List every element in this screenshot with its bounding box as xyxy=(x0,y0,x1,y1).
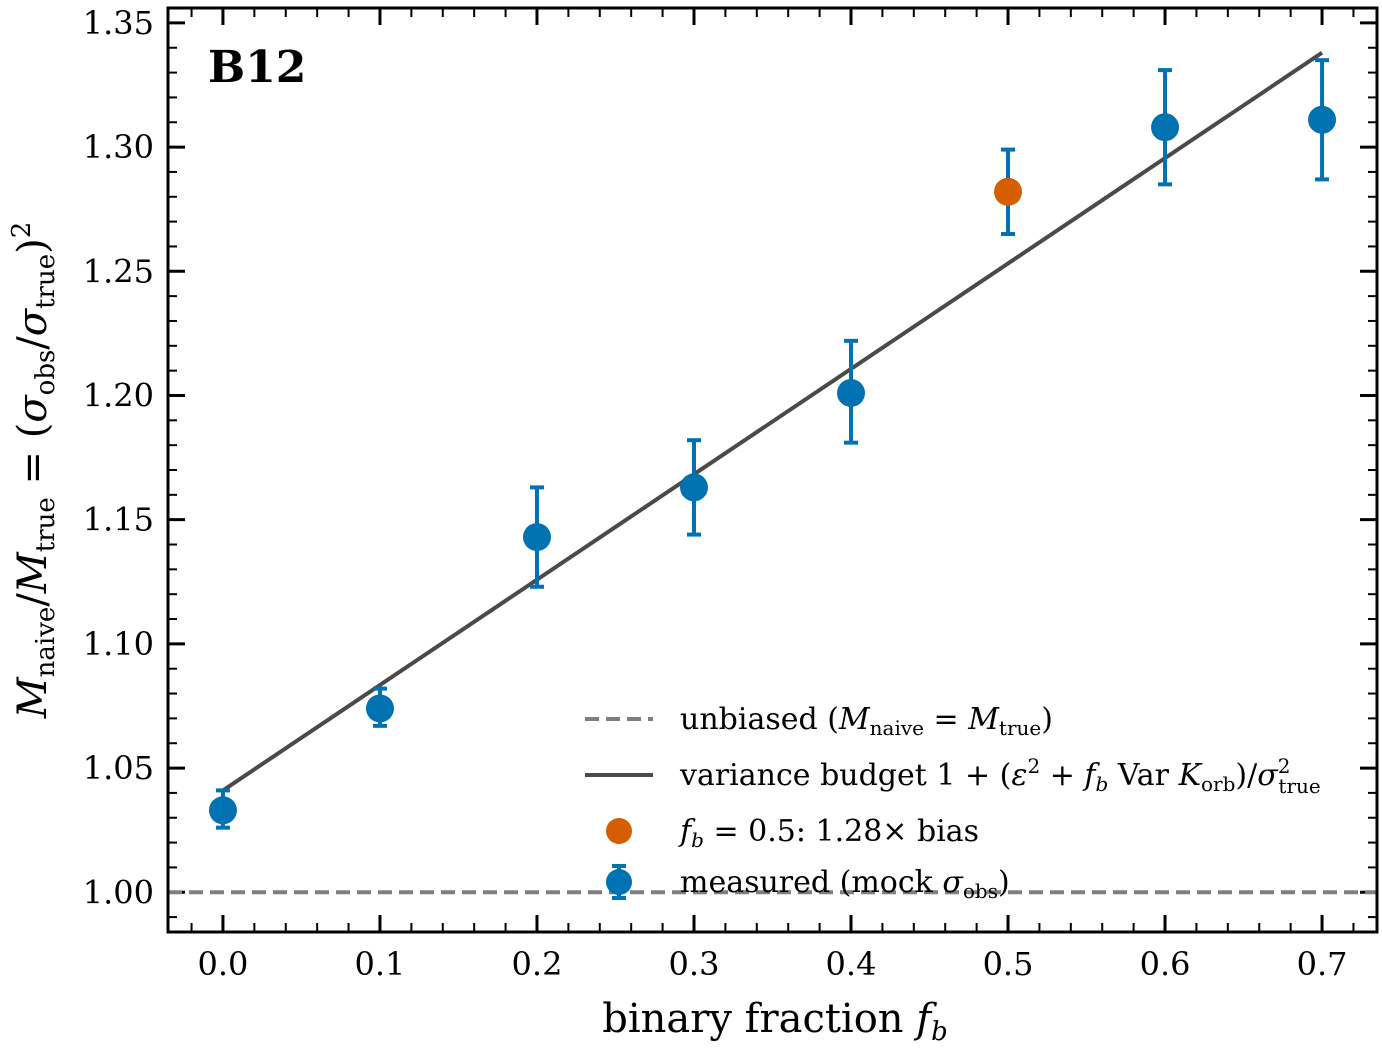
y-title-close: ) xyxy=(10,238,56,254)
x-tick-label: 0.2 xyxy=(512,945,563,983)
legend-budget-slash: )/ xyxy=(1235,758,1258,793)
legend-entry-budget: variance budget 1 + (ε2 + fb Var Korb)/σ… xyxy=(585,754,1321,798)
y-tick-label: 1.10 xyxy=(83,625,154,663)
y-title-sup: 2 xyxy=(7,222,37,239)
y-title-sig2: σ xyxy=(10,307,56,336)
legend-label-unbiased: unbiased (Mnaive = Mtrue) xyxy=(680,702,1053,740)
plot-background xyxy=(168,8,1377,932)
x-tick-label: 0.3 xyxy=(669,945,720,983)
legend-label-highlight: fb = 0.5: 1.28× bias xyxy=(678,814,979,852)
legend-budget-sig: σ xyxy=(1257,758,1279,793)
legend-unbiased-s2: true xyxy=(999,716,1041,740)
y-tick-label: 1.25 xyxy=(83,252,154,290)
measured-point xyxy=(208,796,237,825)
x-tick-label: 0.1 xyxy=(355,945,406,983)
legend-unbiased-m1: M xyxy=(838,702,871,737)
y-tick-label: 1.15 xyxy=(83,501,154,539)
x-tick-label: 0.5 xyxy=(983,945,1034,983)
legend-highlight-rest: = 0.5: 1.28× bias xyxy=(704,814,979,849)
measured-point-group xyxy=(365,686,394,728)
measured-point xyxy=(365,694,394,723)
legend-swatch-measured xyxy=(606,869,632,895)
legend: unbiased (Mnaive = Mtrue) variance budge… xyxy=(585,702,1321,903)
x-axis-title: binary fraction fb xyxy=(602,996,948,1047)
measured-point xyxy=(1151,113,1180,142)
highlight-point xyxy=(994,177,1023,206)
legend-budget-var: Var xyxy=(1108,758,1178,793)
y-tick-labels: 1.00 1.05 1.10 1.15 1.20 1.25 1.30 1.35 xyxy=(83,4,154,911)
y-title-sig1: σ xyxy=(10,394,56,423)
legend-measured-sig: σ xyxy=(942,865,964,900)
legend-budget-fs: b xyxy=(1096,772,1109,796)
x-tick-label: 0.4 xyxy=(826,945,877,983)
legend-label-budget: variance budget 1 + (ε2 + fb Var Korb)/σ… xyxy=(679,754,1321,798)
legend-budget-plus: + xyxy=(1040,758,1084,793)
legend-budget-k: K xyxy=(1178,758,1203,793)
y-title-m1: M xyxy=(10,676,56,719)
legend-budget-eps: ε xyxy=(1011,758,1027,793)
y-title-s4: true xyxy=(31,254,61,309)
x-tick-labels: 0.0 0.1 0.2 0.3 0.4 0.5 0.6 0.7 xyxy=(198,945,1348,983)
y-title-s3: obs xyxy=(31,350,61,396)
plot-frame xyxy=(166,6,1379,934)
measured-point xyxy=(679,473,708,502)
legend-label-measured: measured (mock σobs) xyxy=(680,865,1010,903)
legend-entry-unbiased: unbiased (Mnaive = Mtrue) xyxy=(585,702,1053,740)
x-axis-title-text: binary fraction xyxy=(602,996,916,1042)
measured-point-group xyxy=(679,438,708,537)
legend-measured-sub: obs xyxy=(963,879,998,903)
y-tick-label: 1.35 xyxy=(83,4,154,42)
legend-measured-close: ) xyxy=(998,865,1010,900)
legend-budget-text: variance budget 1 + ( xyxy=(679,758,1011,793)
measured-point-group xyxy=(522,485,551,589)
y-title-s1: naive xyxy=(31,607,61,678)
measured-point-group xyxy=(208,788,237,830)
legend-unbiased-text: unbiased ( xyxy=(680,702,839,737)
highlight-point-group xyxy=(994,147,1023,237)
legend-unbiased-close: ) xyxy=(1041,702,1053,737)
legend-measured-text: measured (mock xyxy=(680,865,942,900)
legend-unbiased-m2: M xyxy=(967,702,1000,737)
y-tick-label: 1.20 xyxy=(83,376,154,414)
y-title-slash: / xyxy=(10,593,56,607)
series-layer xyxy=(168,51,1377,895)
measured-point-group xyxy=(837,338,866,445)
y-title-s2: true xyxy=(31,497,61,552)
y-title-eq: = ( xyxy=(10,423,56,498)
legend-unbiased-eq: = xyxy=(924,702,968,737)
legend-budget-sup: 2 xyxy=(1027,754,1040,778)
y-axis-title: Mnaive/Mtrue = (σobs/σtrue)2 xyxy=(7,222,61,720)
measured-point-group xyxy=(1308,58,1337,182)
legend-entry-highlight: fb = 0.5: 1.28× bias xyxy=(606,814,979,852)
measured-point xyxy=(837,379,866,407)
measured-point xyxy=(1308,105,1337,134)
y-tick-label: 1.05 xyxy=(83,749,154,787)
legend-budget-sigsub: true xyxy=(1278,774,1320,798)
panel-label: B12 xyxy=(208,42,306,93)
y-tick-label: 1.00 xyxy=(83,873,154,911)
y-title-slash2: / xyxy=(10,336,56,350)
measured-point-group xyxy=(1151,68,1180,187)
legend-budget-sigsup: 2 xyxy=(1278,754,1291,778)
x-tick-label: 0.7 xyxy=(1297,945,1348,983)
measured-point xyxy=(522,523,551,552)
legend-entry-measured: measured (mock σobs) xyxy=(606,864,1010,903)
y-title-m2: M xyxy=(10,551,56,594)
legend-budget-ks: orb xyxy=(1201,772,1235,796)
x-axis-title-sub: b xyxy=(931,1017,948,1047)
legend-highlight-fs: b xyxy=(691,828,704,852)
x-tick-label: 0.6 xyxy=(1140,945,1191,983)
x-tick-label: 0.0 xyxy=(198,945,249,983)
legend-unbiased-s1: naive xyxy=(870,716,924,740)
legend-swatch-highlight xyxy=(606,818,632,844)
variance-budget-line xyxy=(221,51,1324,793)
y-tick-label: 1.30 xyxy=(83,128,154,166)
